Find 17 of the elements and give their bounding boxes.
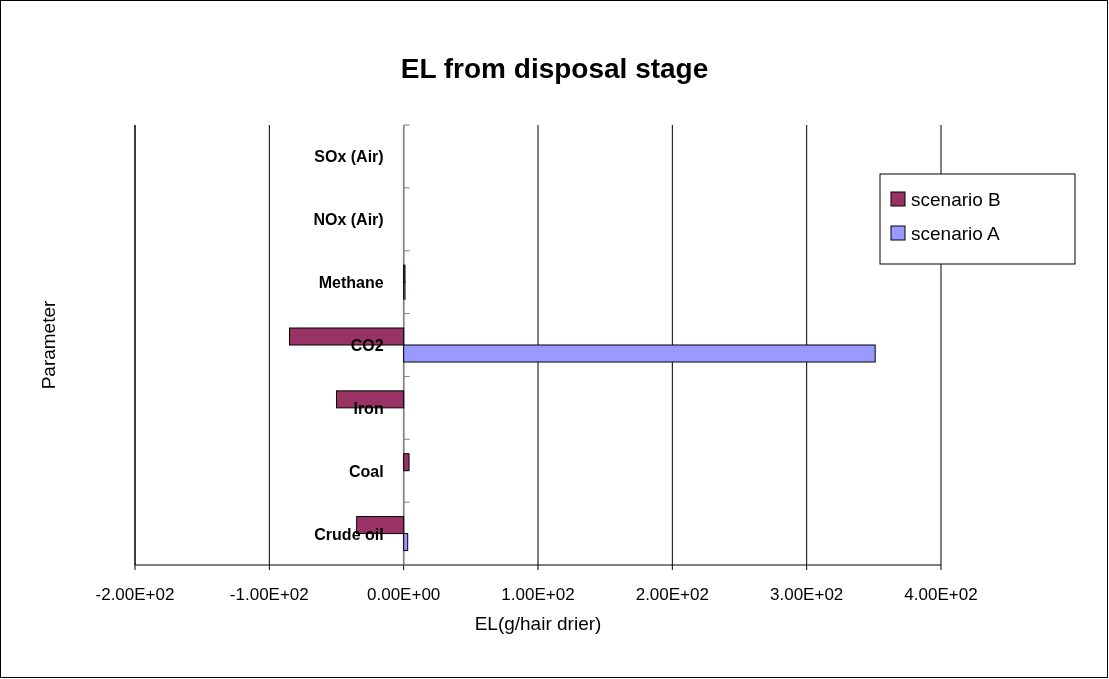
y-tick-label: Coal <box>348 462 384 480</box>
legend-label: scenario B <box>911 189 1001 210</box>
x-tick-label: 1.00E+02 <box>501 585 575 604</box>
y-tick-label: NOx (Air) <box>313 211 384 229</box>
bar <box>403 453 410 472</box>
y-axis-title: Parameter <box>38 299 59 390</box>
x-tick-label: -1.00E+02 <box>229 585 309 604</box>
x-tick-label: -2.00E+02 <box>95 585 175 604</box>
legend-label: scenario A <box>911 223 1001 244</box>
x-axis-title: EL(g/hair drier) <box>474 613 602 634</box>
x-tick-label: 4.00E+02 <box>904 585 978 604</box>
y-tick-label: SOx (Air) <box>314 148 384 166</box>
x-tick-label: 2.00E+02 <box>635 585 709 604</box>
chart-title: EL from disposal stage <box>400 53 709 84</box>
x-tick-label: 0.00E+00 <box>367 585 441 604</box>
x-tick-label: 3.00E+02 <box>770 585 844 604</box>
y-tick-label: Methane <box>318 274 384 292</box>
